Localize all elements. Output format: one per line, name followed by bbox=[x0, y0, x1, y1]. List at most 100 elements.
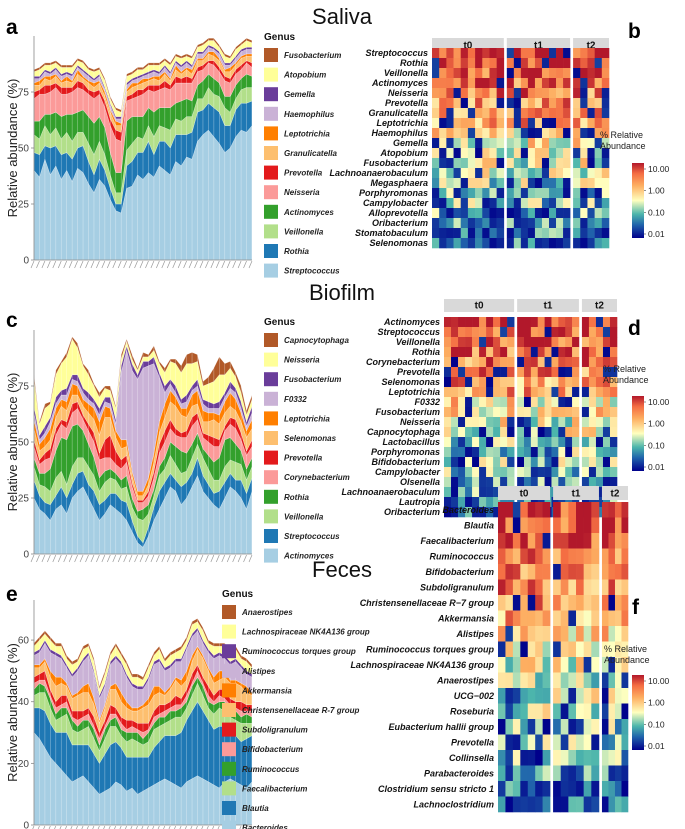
heatmap-cell bbox=[591, 610, 600, 627]
heatmap-cell bbox=[535, 688, 543, 704]
heatmap-cell bbox=[486, 457, 494, 468]
heatmap-cell bbox=[573, 218, 581, 229]
heatmap-cell bbox=[542, 610, 551, 627]
heatmap-cell bbox=[453, 138, 462, 149]
heatmap-cell bbox=[534, 88, 543, 99]
heatmap-cell bbox=[587, 138, 595, 149]
x-tick-mark bbox=[85, 260, 89, 269]
heatmap-cell bbox=[565, 317, 573, 328]
heatmap-cell bbox=[520, 796, 529, 813]
x-tick-mark bbox=[48, 825, 51, 829]
heatmap-cell bbox=[549, 198, 557, 209]
heatmap-cell bbox=[486, 477, 494, 488]
heatmap-cell bbox=[500, 427, 508, 438]
heatmap-cell bbox=[565, 387, 573, 398]
heatmap-cell bbox=[432, 228, 440, 239]
timepoint-label: t0 bbox=[463, 41, 472, 52]
heatmap-cell bbox=[507, 427, 515, 438]
heatmap-cell bbox=[517, 477, 525, 488]
heatmap-cell bbox=[556, 188, 564, 199]
heatmap-cell bbox=[453, 88, 462, 99]
heatmap-cell bbox=[563, 138, 571, 149]
heatmap-cell bbox=[506, 88, 515, 99]
heatmap-cell bbox=[530, 327, 539, 338]
heatmap-cell bbox=[542, 579, 551, 596]
heatmap-cell bbox=[542, 517, 551, 534]
heatmap-cell bbox=[587, 218, 595, 229]
legend-item: Fusobacterium bbox=[284, 51, 341, 60]
heatmap-cell bbox=[591, 688, 600, 704]
heatmap-cell bbox=[465, 457, 473, 468]
heatmap-cell bbox=[507, 317, 515, 328]
heatmap-cell bbox=[601, 128, 610, 139]
heatmap-cell bbox=[479, 457, 487, 468]
legend-item: Ruminococcus torques group bbox=[242, 647, 356, 656]
x-tick-mark bbox=[248, 260, 253, 269]
heatmap-cell bbox=[558, 347, 566, 358]
heatmap-cell bbox=[472, 317, 480, 328]
heatmap-cell bbox=[535, 734, 543, 751]
heatmap-cell bbox=[541, 108, 550, 119]
heatmap-cell bbox=[453, 208, 462, 219]
x-tick-mark bbox=[57, 260, 62, 269]
heatmap-cell bbox=[553, 610, 562, 627]
heatmap-cell bbox=[568, 672, 577, 689]
heatmap-cell bbox=[489, 48, 497, 59]
heatmap-row-label: Blautia bbox=[464, 520, 494, 530]
heatmap-cell bbox=[573, 128, 581, 139]
heatmap-cell bbox=[432, 208, 440, 219]
heatmap-cell bbox=[530, 317, 539, 328]
heatmap-cell bbox=[534, 48, 543, 59]
heatmap-cell bbox=[591, 781, 600, 797]
heatmap-cell bbox=[467, 168, 476, 179]
heatmap-cell bbox=[527, 548, 536, 565]
heatmap-cell bbox=[489, 158, 497, 169]
heatmap-cell bbox=[614, 626, 622, 642]
heatmap-cell bbox=[520, 168, 529, 179]
heatmap-cell bbox=[475, 228, 483, 239]
heatmap-cell bbox=[595, 387, 604, 398]
heatmap-cell bbox=[446, 118, 454, 129]
heatmap-cell bbox=[609, 357, 618, 368]
heatmap-cell bbox=[513, 188, 522, 199]
heatmap-cell bbox=[565, 447, 573, 458]
heatmap-cell bbox=[537, 407, 545, 418]
heatmap-cell bbox=[551, 457, 559, 468]
heatmap-cell bbox=[439, 238, 447, 249]
legend-title: Genus bbox=[222, 589, 254, 600]
heatmap-cell bbox=[527, 626, 536, 642]
y-tick-label: 25 bbox=[18, 200, 30, 211]
heatmap-cell bbox=[496, 158, 505, 169]
x-tick-mark bbox=[41, 260, 46, 269]
heatmap-cell bbox=[498, 657, 506, 673]
heatmap-cell bbox=[591, 672, 600, 689]
heatmap-cell bbox=[572, 317, 580, 328]
heatmap-cell bbox=[451, 397, 459, 408]
legend-item: Fusobacterium bbox=[284, 375, 341, 384]
heatmap-cell bbox=[524, 407, 532, 418]
heatmap-cell bbox=[444, 397, 452, 408]
heatmap-cell bbox=[553, 719, 562, 735]
heatmap-cell bbox=[432, 58, 440, 69]
legend-title: Genus bbox=[264, 317, 296, 328]
heatmap-cell bbox=[621, 781, 629, 797]
legend-item: Rothia bbox=[284, 247, 309, 256]
heatmap-cell bbox=[580, 208, 588, 219]
heatmap-cell bbox=[506, 48, 515, 59]
timepoint-header bbox=[517, 299, 579, 312]
heatmap-cell bbox=[551, 427, 559, 438]
x-tick-mark bbox=[112, 260, 117, 269]
heatmap-cell bbox=[601, 68, 610, 79]
heatmap-cell bbox=[594, 168, 603, 179]
heatmap-cell bbox=[439, 178, 447, 189]
legend-swatch bbox=[264, 548, 278, 563]
heatmap-cell bbox=[558, 427, 566, 438]
x-tick-mark bbox=[226, 260, 231, 269]
colorbar-tick-label: 0.10 bbox=[648, 207, 665, 217]
heatmap-cell bbox=[587, 168, 595, 179]
heatmap-cell bbox=[595, 427, 604, 438]
heatmap-cell bbox=[595, 377, 604, 388]
heatmap-cell bbox=[444, 477, 452, 488]
heatmap-cell bbox=[591, 595, 600, 611]
heatmap-cell bbox=[565, 347, 573, 358]
